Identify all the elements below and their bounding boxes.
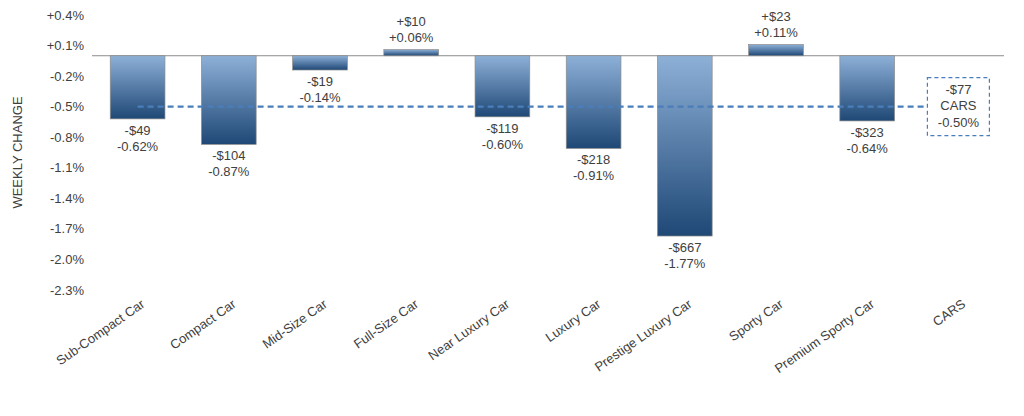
- category-label: Sporty Car: [726, 296, 786, 344]
- dollar-label: -$77: [945, 82, 971, 97]
- data-label: -0.62%: [117, 139, 159, 154]
- axis-title: WEEKLY CHANGE: [10, 96, 25, 209]
- tick-mark: [88, 259, 92, 260]
- category-label: Mid-Size Car: [260, 296, 331, 352]
- reference-box: [927, 78, 989, 136]
- tick-mark: [88, 198, 92, 199]
- dollar-label: +$23: [761, 9, 790, 24]
- data-label: -0.64%: [847, 141, 889, 156]
- tick-label: -1.1%: [50, 160, 84, 175]
- page: {"chart_data": {"type": "bar", "y_label"…: [0, 0, 1024, 416]
- category-label: Luxury Car: [543, 296, 604, 345]
- tick-mark: [88, 76, 92, 77]
- dollar-label: -$19: [307, 74, 333, 89]
- chart: WEEKLY CHANGE +0.4% +0.1% -0.2% -0.5% -0.8% -1…: [0, 0, 1024, 416]
- dollar-label: -$218: [577, 152, 610, 167]
- bar: [201, 56, 256, 145]
- dollar-label: -$667: [668, 240, 701, 255]
- data-label: +0.06%: [389, 30, 434, 45]
- dollar-label: -$49: [125, 123, 151, 138]
- tick-mark: [88, 167, 92, 168]
- bar: [566, 56, 621, 149]
- marks: [110, 45, 927, 236]
- category-label: Near Luxury Car: [425, 296, 512, 363]
- category-label: Compact Car: [167, 296, 239, 353]
- tick-mark: [88, 106, 92, 107]
- tick-label: -1.4%: [50, 191, 84, 206]
- data-label: +0.11%: [754, 25, 798, 40]
- tick-mark: [88, 228, 92, 229]
- category-label: Sub-Compact Car: [53, 296, 147, 368]
- bar: [657, 56, 712, 236]
- data-label: -1.77%: [664, 256, 706, 271]
- bar: [110, 56, 165, 119]
- dollar-label: -$119: [486, 121, 518, 136]
- category-label: Full-Size Car: [351, 296, 422, 352]
- tick-mark: [88, 15, 92, 16]
- data-label: -0.60%: [482, 137, 524, 152]
- category-label: Premium Sporty Car: [772, 296, 878, 376]
- tick-mark: [88, 137, 92, 138]
- bar: [384, 50, 439, 56]
- reference-name: CARS: [940, 98, 976, 113]
- tick-label: -2.0%: [50, 252, 84, 267]
- tick-label: -0.5%: [50, 99, 84, 114]
- data-label: -0.14%: [299, 90, 341, 105]
- category-label: CARS: [930, 296, 968, 329]
- dollar-label: -$323: [851, 125, 884, 140]
- bar: [749, 45, 804, 56]
- tick-label: -0.8%: [50, 130, 84, 145]
- tick-label: -0.2%: [50, 69, 84, 84]
- reference-line: [138, 106, 928, 108]
- tick-label: -1.7%: [50, 221, 84, 236]
- data-label: -0.87%: [208, 164, 250, 179]
- data-label: -0.91%: [573, 168, 615, 183]
- category-label: Prestige Luxury Car: [592, 296, 695, 375]
- data-label: -0.50%: [938, 115, 980, 130]
- bar: [293, 56, 348, 70]
- tick-label: -2.3%: [50, 283, 84, 298]
- dollar-label: +$10: [397, 14, 426, 29]
- dollar-label: -$104: [212, 148, 245, 163]
- bar: [840, 56, 895, 121]
- labels: -$49-0.62% -$104-0.87% -$19-0.14% +$10+0.06…: [117, 9, 989, 271]
- tick-label: +0.4%: [47, 8, 85, 23]
- tick-mark: [88, 45, 92, 46]
- tick-label: +0.1%: [47, 38, 85, 53]
- tick-mark: [88, 290, 92, 291]
